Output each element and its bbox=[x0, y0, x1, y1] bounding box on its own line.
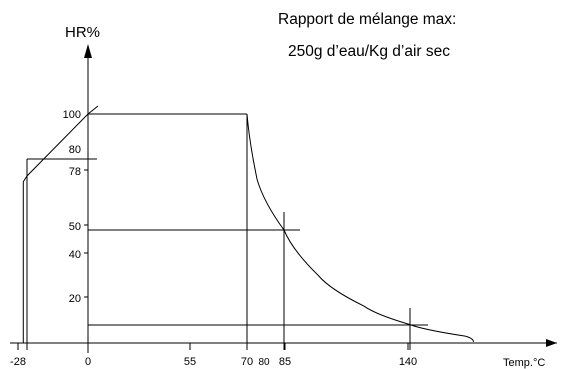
y-tick-label-1: 80 bbox=[69, 144, 81, 156]
slope-extension bbox=[87, 105, 99, 115]
x-axis-arrow bbox=[546, 339, 557, 347]
y-tick-label-0: 100 bbox=[63, 109, 81, 121]
y-axis-arrow bbox=[84, 44, 92, 58]
x-tick-label-4: 80 bbox=[258, 357, 270, 368]
descending-curve bbox=[246, 113, 466, 337]
title-line-2: 250g d’eau/Kg d’air sec bbox=[288, 43, 450, 60]
x-tick-label-3: 70 bbox=[241, 356, 253, 368]
x-axis-label: Temp.°C bbox=[503, 357, 545, 369]
envelope-line bbox=[22, 113, 247, 343]
curve-end-hook bbox=[465, 335, 474, 342]
x-tick-label-1: 0 bbox=[85, 356, 91, 368]
chart-ticks: 100 80 78 50 40 20 -28 0 55 70 80 85 140 bbox=[10, 109, 417, 368]
y-tick-label-5: 20 bbox=[69, 293, 81, 305]
x-tick-label-5: 85 bbox=[279, 356, 291, 368]
x-tick-label-0: -28 bbox=[10, 356, 26, 368]
chart-lines bbox=[10, 44, 557, 353]
y-tick-label-4: 40 bbox=[69, 249, 81, 261]
x-tick-label-2: 55 bbox=[184, 356, 196, 368]
x-tick-label-6: 140 bbox=[399, 356, 417, 368]
y-axis-label: HR% bbox=[65, 24, 100, 41]
title-line-1: Rapport de mélange max: bbox=[278, 11, 456, 28]
y-tick-label-3: 50 bbox=[69, 221, 81, 233]
y-tick-label-2: 78 bbox=[69, 166, 81, 178]
